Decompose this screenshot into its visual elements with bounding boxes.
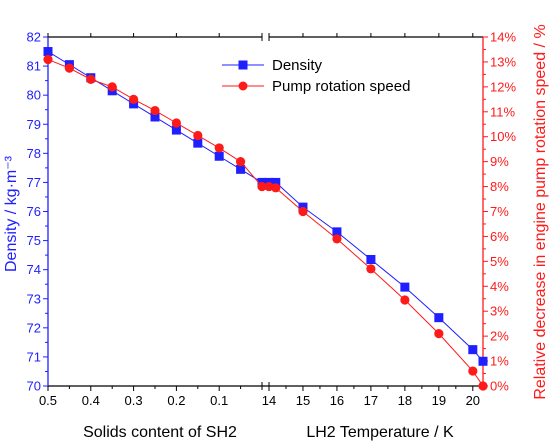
data-point-density bbox=[434, 313, 444, 323]
data-point-pump-speed bbox=[171, 118, 181, 128]
series-line-pump-speed-temperature bbox=[268, 186, 484, 387]
right-tick-label: 1% bbox=[490, 354, 509, 369]
x-tick-label-temperature: 15 bbox=[296, 393, 310, 408]
x-tick-label-temperature: 18 bbox=[398, 393, 412, 408]
data-point-pump-speed bbox=[150, 105, 160, 116]
x-tick-label-solids: 0.3 bbox=[125, 393, 143, 408]
right-tick-label: 5% bbox=[490, 254, 509, 269]
data-point-pump-speed bbox=[434, 329, 444, 339]
x-tick-label-solids: 0.1 bbox=[210, 393, 228, 408]
data-point-pump-speed bbox=[478, 381, 488, 391]
x-tick-label-temperature: 19 bbox=[432, 393, 446, 408]
data-point-density bbox=[468, 345, 478, 355]
data-point-pump-speed bbox=[129, 94, 139, 104]
series-line-pump-speed-solids bbox=[47, 58, 263, 187]
data-point-pump-speed bbox=[257, 181, 267, 192]
right-tick-label: 9% bbox=[490, 154, 509, 169]
right-tick-label: 14% bbox=[490, 30, 516, 45]
right-tick-label: 4% bbox=[490, 279, 509, 294]
right-tick-label: 13% bbox=[490, 54, 516, 69]
data-point-pump-speed bbox=[366, 264, 376, 274]
right-tick-label: 2% bbox=[490, 329, 509, 344]
left-tick-label: 70 bbox=[27, 379, 41, 394]
data-point-density bbox=[478, 356, 488, 366]
data-point-pump-speed bbox=[107, 82, 117, 92]
legend-entry-density: Density bbox=[222, 57, 323, 74]
data-point-pump-speed bbox=[264, 181, 274, 192]
data-point-density bbox=[150, 112, 160, 122]
x-tick-label-temperature: 17 bbox=[364, 393, 378, 408]
x-tick-label-solids: 0.4 bbox=[82, 393, 100, 408]
legend-entry-pump-speed: Pump rotation speed bbox=[222, 78, 410, 95]
right-tick-label: 12% bbox=[490, 79, 516, 94]
x-tick-label-solids: 0.5 bbox=[39, 393, 57, 408]
right-y-axis: 0% 1% 2% 3% 4% 5% 6% 7% 8% 9% 10% 11% 12% 13% 14% bbox=[482, 30, 516, 394]
left-tick-label: 76 bbox=[27, 204, 41, 219]
left-tick-label: 81 bbox=[27, 59, 41, 74]
data-point-pump-speed bbox=[193, 130, 203, 141]
right-tick-label: 10% bbox=[490, 129, 516, 144]
right-tick-label: 6% bbox=[490, 229, 509, 244]
x-axis: 0.5 0.4 0.3 0.2 0.1 14 15 16 17 18 19 20 bbox=[39, 33, 480, 408]
x-tick-label-solids: 0.2 bbox=[167, 393, 185, 408]
right-tick-label: 3% bbox=[490, 304, 509, 319]
data-point-pump-speed bbox=[214, 143, 224, 153]
left-tick-label: 73 bbox=[27, 291, 41, 306]
x-axis-title-solids: Solids content of SH2 bbox=[83, 424, 237, 441]
data-point-density bbox=[271, 177, 281, 187]
data-point-density bbox=[236, 164, 246, 174]
left-tick-label: 74 bbox=[27, 262, 41, 277]
data-point-pump-speed bbox=[298, 206, 308, 217]
data-point-pump-speed bbox=[400, 295, 410, 305]
data-point-density bbox=[171, 125, 181, 135]
left-tick-label: 79 bbox=[27, 117, 41, 132]
data-point-density bbox=[43, 47, 53, 57]
right-axis-title: Relative decrease in engine pump rotatio… bbox=[532, 24, 549, 399]
data-point-pump-speed bbox=[468, 366, 478, 376]
left-tick-label: 77 bbox=[27, 175, 41, 190]
left-tick-label: 78 bbox=[27, 146, 41, 161]
data-point-pump-speed bbox=[43, 54, 53, 65]
data-point-pump-speed bbox=[332, 234, 342, 244]
data-point-pump-speed bbox=[86, 74, 96, 84]
left-tick-label: 72 bbox=[27, 320, 41, 335]
x-tick-label-temperature: 16 bbox=[330, 393, 344, 408]
data-point-density bbox=[400, 282, 410, 292]
data-point-density bbox=[366, 254, 376, 264]
right-tick-label: 0% bbox=[490, 379, 509, 394]
x-tick-label-temperature: 14 bbox=[262, 393, 276, 408]
legend-label-pump-speed: Pump rotation speed bbox=[272, 78, 410, 95]
legend-label-density: Density bbox=[272, 57, 323, 74]
right-tick-label: 11% bbox=[490, 104, 515, 119]
data-point-density bbox=[332, 227, 342, 237]
right-tick-label: 8% bbox=[490, 179, 509, 194]
x-tick-label-temperature: 20 bbox=[466, 393, 480, 408]
data-point-pump-speed bbox=[64, 63, 74, 73]
series-layer bbox=[43, 47, 488, 391]
left-tick-label: 71 bbox=[27, 349, 41, 364]
left-axis-title: Density / kg·m⁻³ bbox=[3, 155, 20, 272]
data-point-pump-speed bbox=[271, 183, 281, 193]
left-tick-label: 80 bbox=[27, 88, 41, 103]
legend: Density Pump rotation speed bbox=[222, 57, 410, 95]
left-tick-label: 82 bbox=[27, 30, 41, 45]
data-point-density bbox=[214, 151, 224, 161]
right-tick-label: 7% bbox=[490, 204, 509, 219]
x-axis-title-temperature: LH2 Temperature / K bbox=[306, 424, 454, 441]
data-point-pump-speed bbox=[236, 157, 246, 167]
left-tick-label: 75 bbox=[27, 233, 41, 248]
plot-frame bbox=[48, 33, 483, 390]
data-point-density bbox=[193, 138, 203, 148]
left-y-axis: 70 71 72 73 74 75 76 77 78 79 80 81 82 bbox=[27, 30, 49, 394]
